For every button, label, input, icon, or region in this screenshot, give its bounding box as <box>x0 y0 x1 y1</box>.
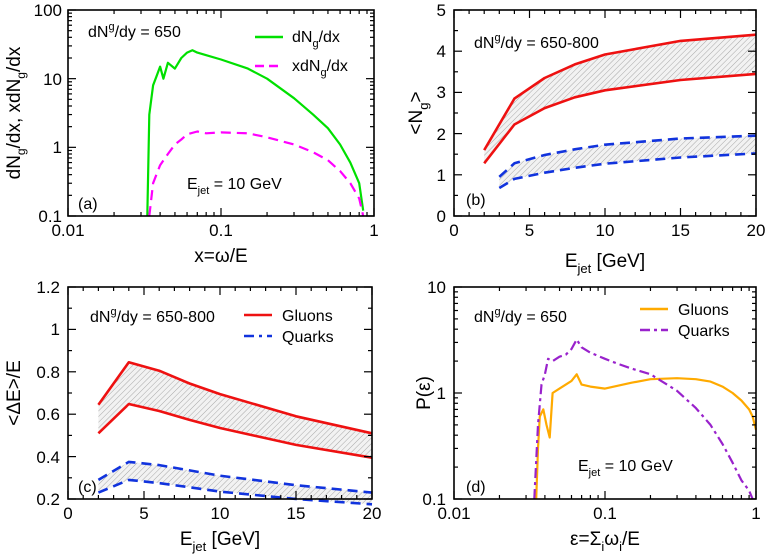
panel-a: 0.01 0.1 1 0.1 1 10 100 x=ω/E dNg/dx, xd… <box>4 1 379 267</box>
panel-b-series-0 <box>483 33 757 151</box>
panel-a-ytick-0: 0.1 <box>38 207 62 226</box>
panel-c-series-2 <box>97 460 373 494</box>
panel-b-ytick-1: 1 <box>437 166 446 185</box>
panel-d-series-0 <box>535 373 758 500</box>
panel-c-xtick-2: 10 <box>211 504 230 523</box>
panel-b-ytick-2: 2 <box>437 125 446 144</box>
panel-b-ytick-5: 5 <box>437 1 446 20</box>
panel-a-series-1 <box>148 130 365 217</box>
panel-c: 0 5 10 15 20 0.2 0.4 0.6 0.8 1 1.2 Ejet … <box>4 278 381 554</box>
panel-d: 0.01 0.1 1 0.1 1 10 ε=Σiωi/E P(ε) dNg/dy… <box>414 278 761 554</box>
panel-d-series <box>533 338 758 500</box>
panel-b: 0 5 10 15 20 0 1 2 3 4 5 Ejet [GeV] <Ng>… <box>406 1 765 276</box>
panel-c-xtick-0: 0 <box>63 504 72 523</box>
panel-b-ytick-0: 0 <box>437 207 446 226</box>
legend-gluons-label: Gluons <box>282 308 333 325</box>
panel-c-ylabel: <ΔE>/E <box>4 360 25 426</box>
panel-d-xtick-1: 0.1 <box>593 504 617 523</box>
panel-c-series-1 <box>97 402 373 459</box>
panel-d-ytick-2: 10 <box>427 278 446 297</box>
panel-a-xtick-2: 1 <box>369 221 378 240</box>
panel-d-ytick-0: 0.1 <box>422 490 446 509</box>
legend-d-quarks-label: Quarks <box>678 323 730 340</box>
panel-a-ticks <box>67 9 375 217</box>
panel-b-band-0 <box>484 34 756 164</box>
panel-a-ytick-3: 100 <box>34 1 62 20</box>
panel-c-xtick-3: 15 <box>287 504 306 523</box>
panel-a-ytick-1: 1 <box>53 138 62 157</box>
panel-c-band-1 <box>98 461 373 505</box>
panel-a-ylabel: dNg/dx, xdNg/dx <box>4 46 28 179</box>
panel-a-xtick-0: 0.01 <box>51 221 84 240</box>
panel-a-legend: dNg/dx xdNg/dx <box>255 29 348 79</box>
panel-d-energy-annotation: Ejet = 10 GeV <box>578 458 673 479</box>
panel-b-xtick-3: 15 <box>671 221 690 240</box>
panel-a-xtick-1: 0.1 <box>209 221 233 240</box>
panel-b-xlabel: Ejet [GeV] <box>565 251 645 276</box>
panel-c-annotation: dNg/dy = 650-800 <box>90 306 215 326</box>
panel-a-energy-annotation: Ejet = 10 GeV <box>187 176 282 197</box>
panel-a-label: (a) <box>78 196 98 213</box>
panel-b-annotation: dNg/dy = 650-800 <box>474 32 599 52</box>
legend-xdNg-label: xdNg/dx <box>292 58 348 79</box>
panel-d-series-1 <box>533 338 754 500</box>
panel-d-label: (d) <box>466 479 486 496</box>
panel-b-fills <box>484 34 756 188</box>
panel-c-band-0 <box>98 362 373 458</box>
panel-c-ytick-0: 0.2 <box>36 490 60 509</box>
panel-c-fills <box>98 362 373 505</box>
panel-b-xtick-4: 20 <box>747 221 766 240</box>
panel-d-ylabel: P(ε) <box>414 376 435 410</box>
panel-b-ticks <box>453 9 757 217</box>
panel-d-annotation: dNg/dy = 650 <box>474 306 567 326</box>
panel-c-ytick-1: 0.4 <box>36 448 60 467</box>
panel-a-ytick-2: 10 <box>43 70 62 89</box>
panel-d-xlabel: ε=Σiωi/E <box>570 529 640 554</box>
panel-b-ylabel: <Ng> <box>406 91 431 134</box>
panel-b-series-3 <box>498 152 757 190</box>
panel-b-xtick-2: 10 <box>596 221 615 240</box>
panel-b-series-1 <box>483 72 757 165</box>
panel-c-series-0 <box>97 360 373 435</box>
panel-b-ytick-4: 4 <box>437 42 446 61</box>
panel-c-label: (c) <box>78 479 97 496</box>
panel-a-series-0 <box>146 49 365 217</box>
panel-c-xlabel: Ejet [GeV] <box>180 529 260 554</box>
panel-b-series <box>483 33 757 190</box>
panel-d-ytick-1: 1 <box>437 384 446 403</box>
legend-dNg-label: dNg/dx <box>292 29 340 50</box>
panel-d-ticks <box>453 286 757 500</box>
legend-d-gluons-label: Gluons <box>678 302 729 319</box>
panel-c-xtick-1: 5 <box>139 504 148 523</box>
panel-d-xtick-0: 0.01 <box>437 504 470 523</box>
panel-a-xlabel: x=ω/E <box>194 246 247 267</box>
panel-d-xtick-2: 1 <box>751 504 760 523</box>
panel-c-ytick-2: 0.6 <box>36 405 60 424</box>
legend-quarks-label: Quarks <box>282 329 334 346</box>
panel-b-label: (b) <box>466 192 486 209</box>
panel-c-legend: Gluons Quarks <box>244 308 334 346</box>
panel-d-legend: Gluons Quarks <box>640 302 730 340</box>
panel-c-ytick-3: 0.8 <box>36 363 60 382</box>
panel-c-xtick-4: 20 <box>363 504 382 523</box>
panel-a-annotation: dNg/dy = 650 <box>88 21 181 41</box>
panel-b-ytick-3: 3 <box>437 83 446 102</box>
panel-b-xtick-0: 0 <box>449 221 458 240</box>
panel-c-ytick-5: 1.2 <box>36 278 60 297</box>
panel-b-series-2 <box>498 134 757 178</box>
panel-c-ytick-4: 1 <box>51 320 60 339</box>
panel-c-ticks <box>67 286 373 500</box>
panel-b-xtick-1: 5 <box>525 221 534 240</box>
panel-a-series <box>146 49 365 217</box>
